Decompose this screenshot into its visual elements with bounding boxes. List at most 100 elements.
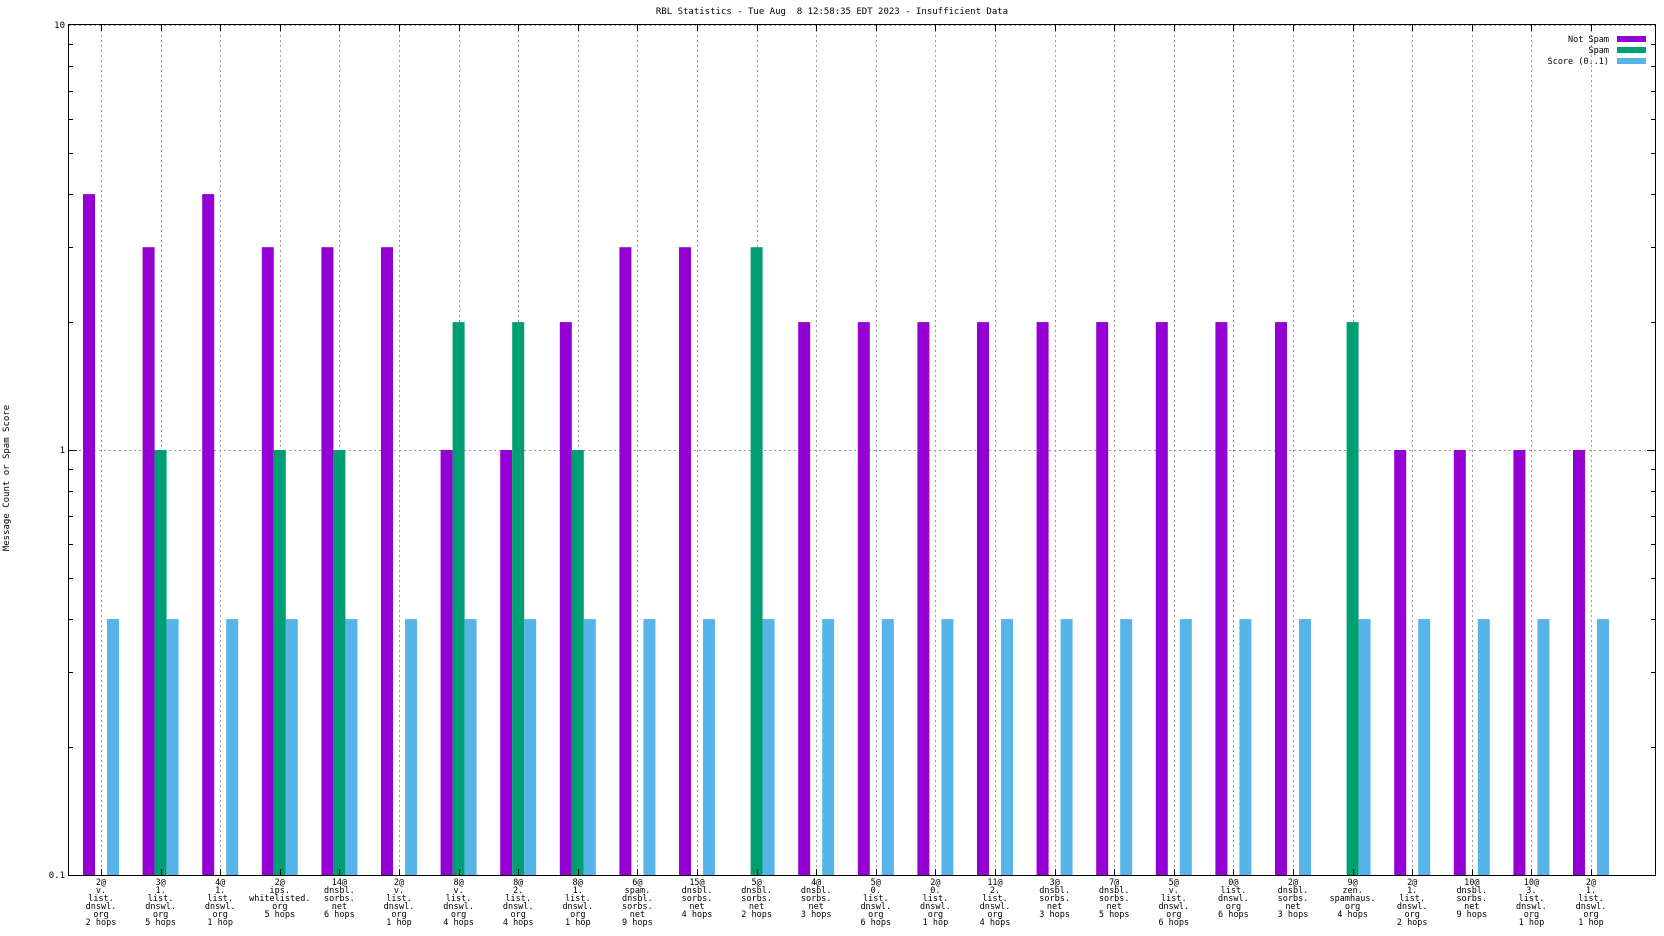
bar xyxy=(1358,619,1371,875)
bar xyxy=(405,619,417,875)
x-tick-label: 15@ dnsbl. sorbs. net 4 hops xyxy=(682,878,713,920)
bar xyxy=(83,194,95,876)
legend-label: Not Spam xyxy=(1568,35,1609,45)
bar xyxy=(917,322,930,876)
bar xyxy=(881,619,894,875)
x-tick-label: 9@ zen. spamhaus. org 4 hops xyxy=(1330,878,1376,920)
y-tick-label: 1 xyxy=(60,446,65,456)
bar xyxy=(154,450,167,875)
bar xyxy=(452,322,465,876)
bar xyxy=(381,247,393,875)
bar xyxy=(285,619,298,875)
bar xyxy=(1513,450,1526,875)
bar xyxy=(500,450,513,875)
x-tick-label: 5@ 0. list. dnswl. org 6 hops xyxy=(860,878,891,928)
bar xyxy=(1418,619,1431,875)
bar xyxy=(1036,322,1049,876)
x-tick-label: 14@ dnsbl. sorbs. net 6 hops xyxy=(324,878,355,920)
bar xyxy=(107,619,119,875)
x-tick-label: 3@ 1. list. dnswl. org 5 hops xyxy=(145,878,176,928)
bar xyxy=(1239,619,1252,875)
x-tick-label: 2@ 1. list. dnswl. org 2 hops xyxy=(1397,878,1428,928)
bar xyxy=(1597,619,1609,875)
bar xyxy=(1060,619,1073,875)
bar xyxy=(345,619,358,875)
x-tick-label: 2@ dnsbl. sorbs. net 3 hops xyxy=(1278,878,1309,920)
x-tick-label: 0@ list. dnswl. org 6 hops xyxy=(1218,878,1249,920)
x-tick-label: 4@ 1. list. dnswl. org 1 hop xyxy=(205,878,236,928)
bar xyxy=(1299,619,1311,875)
x-tick-label: 2@ 1. list. dnswl. org 1 hop xyxy=(1576,878,1607,928)
bar xyxy=(762,619,775,875)
bar xyxy=(1179,619,1192,875)
bar xyxy=(798,322,811,876)
bar xyxy=(679,247,691,875)
bar xyxy=(524,619,537,875)
y-tick-label: 10 xyxy=(54,21,65,31)
legend-label: Score (0..1) xyxy=(1548,57,1609,67)
x-tick-label: 8@ 1. list. dnswl. org 1 hop xyxy=(562,878,593,928)
bar xyxy=(1453,450,1466,875)
bar xyxy=(750,247,763,875)
bar xyxy=(1215,322,1228,876)
x-tick-label: 10@ 3. list. dnswl. org 1 hop xyxy=(1516,878,1547,928)
x-tick-label: 2@ 0. list. dnswl. org 1 hop xyxy=(920,878,951,928)
bar xyxy=(1346,322,1359,876)
bar xyxy=(261,247,274,875)
x-tick-label: 6@ spam. dnsbl. sorbs. net 9 hops xyxy=(622,878,653,928)
legend-label: Spam xyxy=(1589,46,1609,56)
bar xyxy=(619,247,632,875)
x-tick-label: 3@ dnsbl. sorbs. net 3 hops xyxy=(1039,878,1070,920)
bar xyxy=(1001,619,1013,875)
bars xyxy=(83,194,1609,876)
bar xyxy=(583,619,596,875)
bar xyxy=(977,322,989,876)
bar xyxy=(273,450,286,875)
bar xyxy=(142,247,155,875)
x-tick-label: 2@ v. list. dnswl. org 1 hop xyxy=(384,878,415,928)
bar xyxy=(321,247,334,875)
y-axis-label: Message Count or Spam Score xyxy=(2,405,12,551)
x-tick-label: 8@ v. list. dnswl. org 4 hops xyxy=(443,878,474,928)
bar xyxy=(1394,450,1407,875)
bar xyxy=(643,619,656,875)
bar xyxy=(1120,619,1133,875)
x-tick-label: 10@ dnsbl. sorbs. net 9 hops xyxy=(1456,878,1487,920)
x-tick-label: 2@ v. list. dnswl. org 2 hops xyxy=(86,878,117,928)
bar xyxy=(822,619,835,875)
bar xyxy=(512,322,525,876)
y-axis-ticks: 0.1 1 10 xyxy=(49,21,1655,881)
bar xyxy=(440,450,453,875)
legend-swatch xyxy=(1617,36,1646,42)
bar xyxy=(571,450,584,875)
chart-title: RBL Statistics - Tue Aug 8 12:58:35 EDT … xyxy=(656,7,1008,17)
bar xyxy=(1477,619,1490,875)
bar xyxy=(703,619,715,875)
bar xyxy=(166,619,179,875)
bar xyxy=(1537,619,1550,875)
bar xyxy=(1573,450,1585,875)
bar xyxy=(857,322,870,876)
legend-swatch xyxy=(1617,47,1646,53)
x-tick-label: 5@ dnsbl. sorbs. net 2 hops xyxy=(741,878,772,920)
bar xyxy=(559,322,572,876)
bar xyxy=(333,450,346,875)
y-tick-label: 0.1 xyxy=(49,871,65,881)
bar xyxy=(226,619,239,875)
bar xyxy=(941,619,954,875)
bar xyxy=(1096,322,1109,876)
x-tick-label: 2@ ips. whitelisted. org 5 hops xyxy=(249,878,310,920)
x-tick-label: 5@ v. list. dnswl. org 6 hops xyxy=(1158,878,1189,928)
bar xyxy=(1275,322,1287,876)
bar xyxy=(202,194,215,876)
x-tick-label: 8@ 2. list. dnswl. org 4 hops xyxy=(503,878,534,928)
bar xyxy=(464,619,477,875)
bar xyxy=(1155,322,1168,876)
x-tick-label: 7@ dnsbl. sorbs. net 5 hops xyxy=(1099,878,1130,920)
x-tick-label: 11@ 2. list. dnswl. org 4 hops xyxy=(980,878,1011,928)
x-axis-category-labels: 2@ v. list. dnswl. org 2 hops 3@ 1. list. dnswl. o… xyxy=(86,25,1607,928)
x-tick-label: 4@ dnsbl. sorbs. net 3 hops xyxy=(801,878,832,920)
plot-frame xyxy=(68,24,1656,876)
